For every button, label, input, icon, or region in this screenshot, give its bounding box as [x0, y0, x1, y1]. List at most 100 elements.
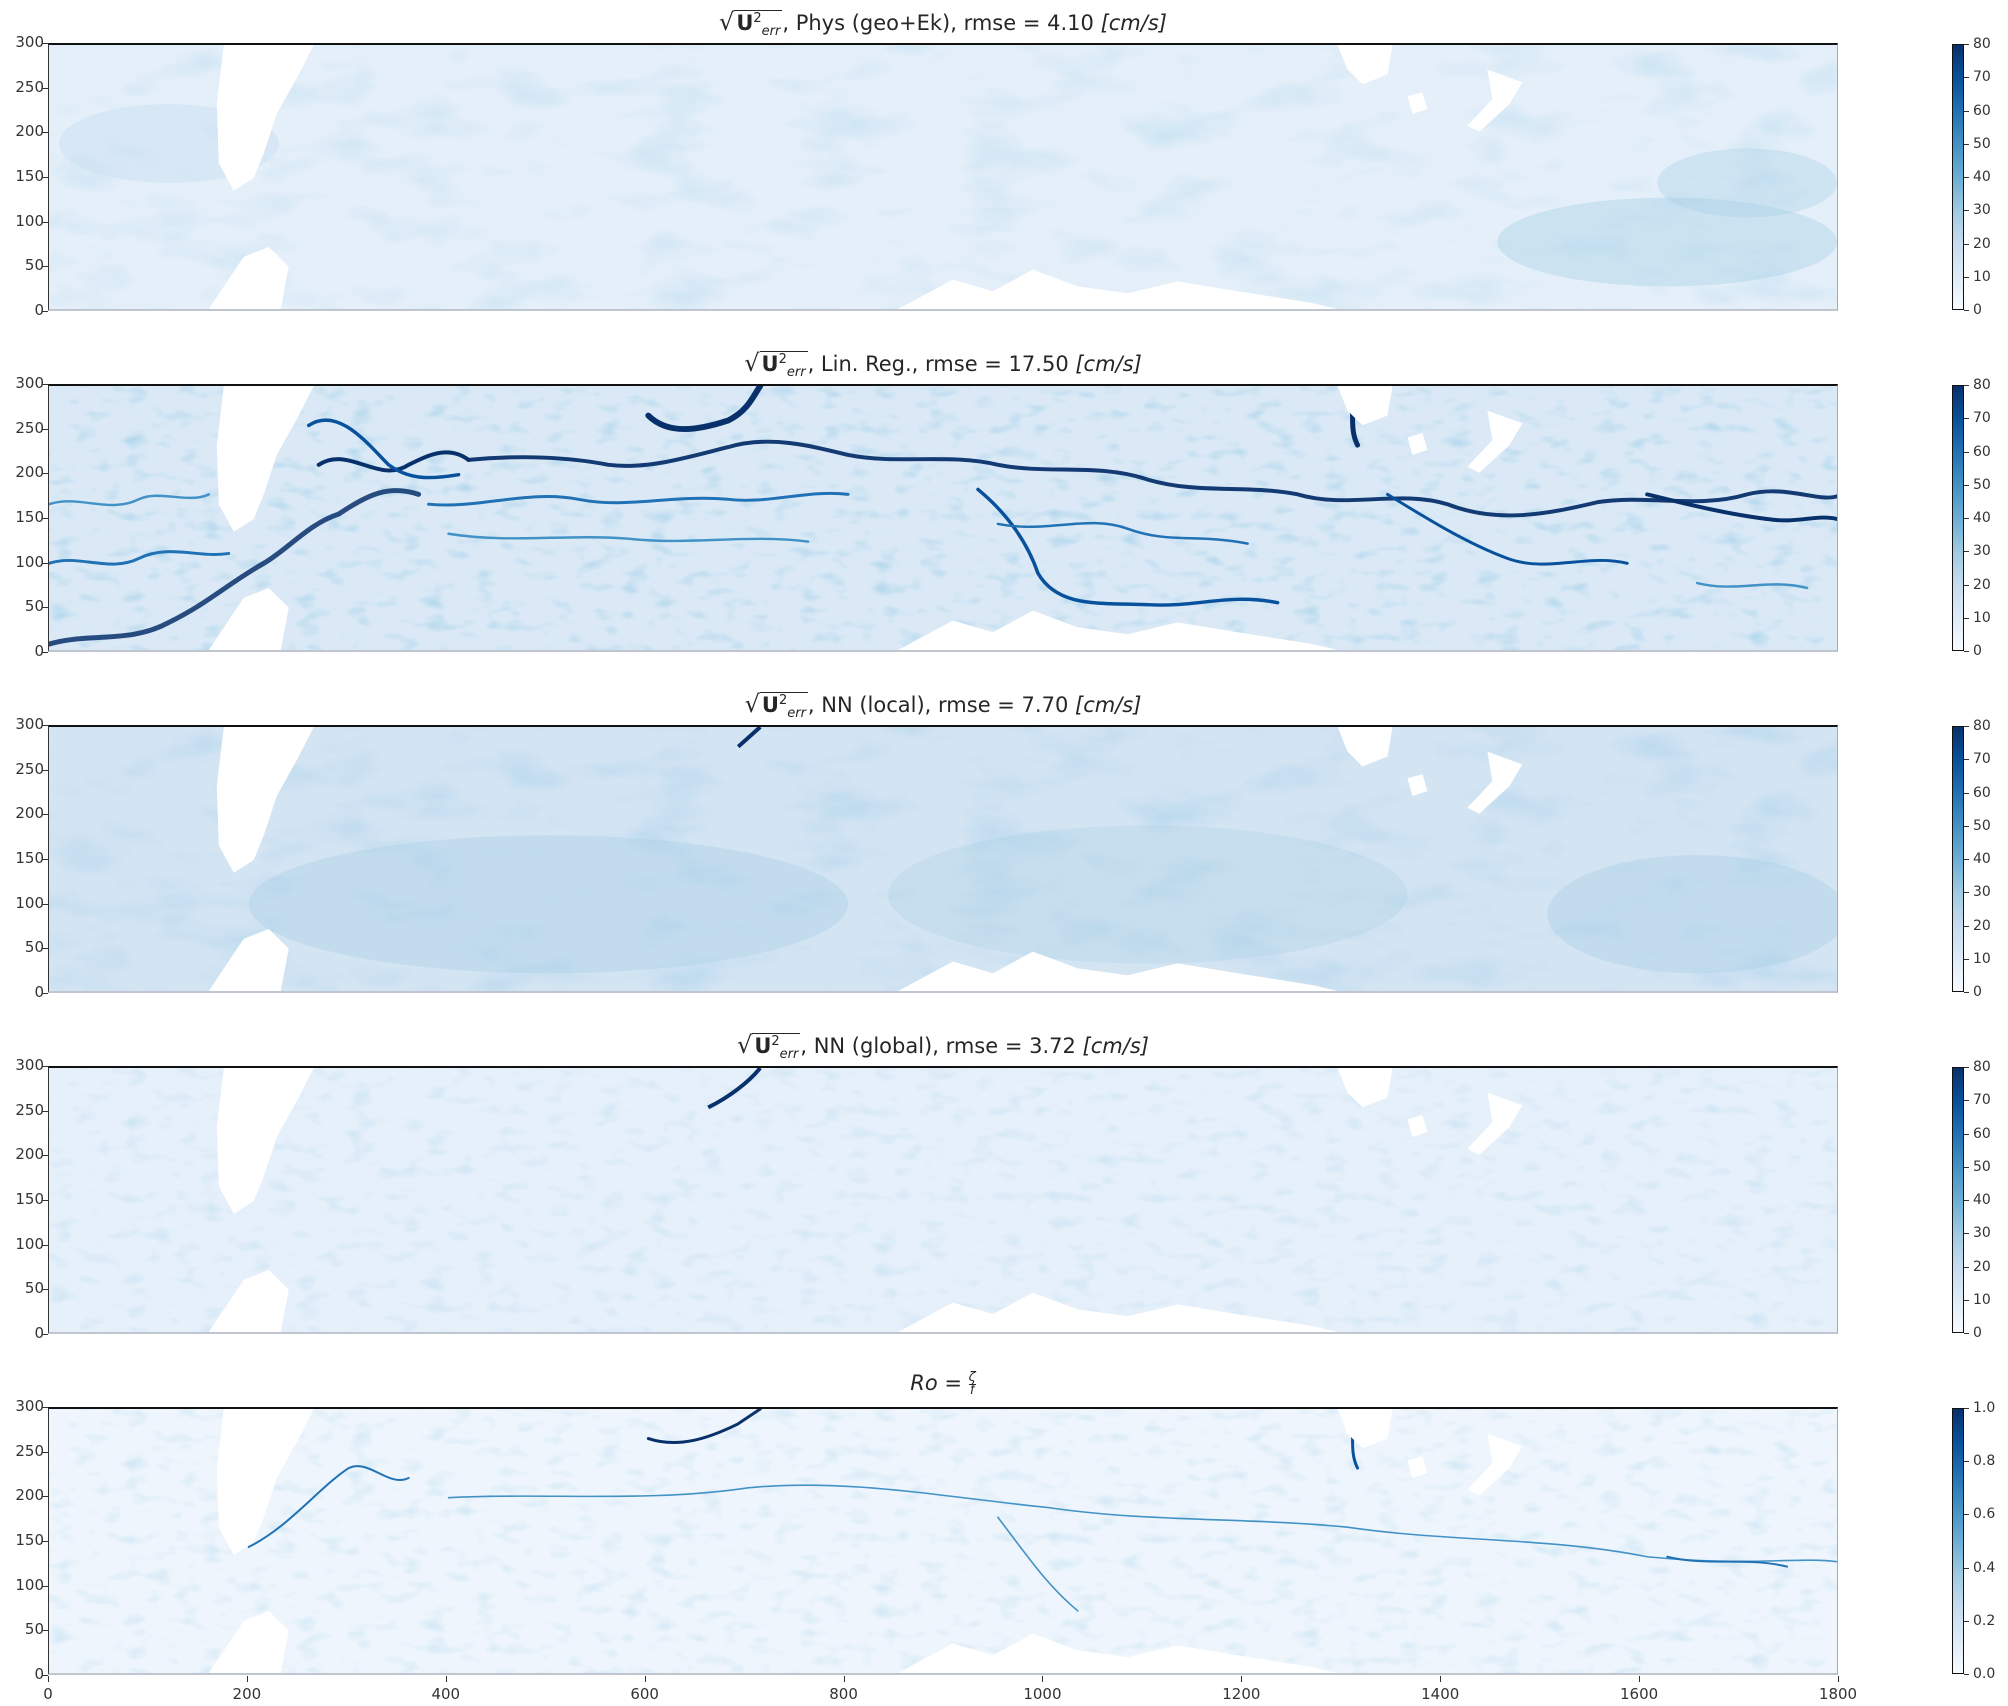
y-tick-mark: [42, 1200, 48, 1201]
colorbar-tick-label: 70: [1973, 751, 1991, 768]
colorbar-tick-label: 80: [1973, 718, 1991, 734]
colorbar-tick-mark: [1964, 143, 1969, 145]
x-tick-label: 400: [431, 1685, 461, 1703]
colorbar-tick-mark: [1964, 925, 1969, 927]
panel-title: √U2err, NN (local), rmse = 7.70 [cm/s]: [744, 690, 1142, 722]
colorbar-tick-mark: [1964, 451, 1969, 453]
colorbar-tick-mark: [1964, 651, 1969, 652]
colorbar-tick-label: 1.0: [1973, 1400, 1996, 1416]
colorbar-tick-label: 0.4: [1973, 1559, 1996, 1576]
colorbar-tick-mark: [1964, 385, 1969, 386]
colorbar-tick-mark: [1964, 1408, 1969, 1409]
y-tick-label: 200: [15, 1145, 44, 1164]
y-tick-label: 150: [15, 167, 44, 185]
y-tick-label: 0: [34, 1324, 44, 1342]
x-tick-mark: [445, 1676, 447, 1682]
colorbar-tick-label: 10: [1973, 268, 1991, 285]
y-tick-mark: [42, 1585, 48, 1587]
y-tick-mark: [42, 1289, 48, 1291]
heatmap-axes: [48, 1066, 1838, 1334]
y-tick-label: 100: [15, 1575, 44, 1594]
panel-phys: √U2err, Phys (geo+Ek), rmse = 4.10 [cm/s…: [0, 0, 2008, 341]
colorbar-tick-label: 80: [1973, 377, 1991, 393]
y-tick-label: 100: [15, 211, 44, 230]
y-tick-label: 100: [15, 1234, 44, 1253]
colorbar-tick-label: 60: [1973, 784, 1991, 801]
x-tick-mark: [246, 1676, 248, 1682]
colorbar-tick-mark: [1964, 859, 1969, 860]
colorbar-tick-mark: [1964, 177, 1969, 178]
y-tick-mark: [42, 177, 48, 178]
colorbar-tick-label: 50: [1973, 476, 1991, 493]
colorbar-tick-mark: [1964, 110, 1969, 112]
y-tick-mark: [42, 903, 48, 905]
colorbar: [1952, 1408, 1964, 1674]
y-tick-mark: [42, 1407, 48, 1408]
y-tick-mark: [42, 87, 48, 89]
colorbar-tick-label: 30: [1973, 884, 1991, 901]
colorbar-tick-mark: [1964, 1514, 1969, 1516]
x-tick-label: 1000: [1023, 1685, 1062, 1703]
colorbar-tick-label: 10: [1973, 950, 1991, 967]
x-tick-label: 600: [630, 1685, 659, 1703]
y-tick-label: 50: [24, 1279, 44, 1298]
colorbar-tick-label: 60: [1973, 1125, 1991, 1142]
colorbar-tick-mark: [1964, 958, 1969, 960]
colorbar-tick-label: 50: [1973, 135, 1991, 152]
heatmap-axes: [48, 384, 1838, 652]
heatmap-axes: [48, 43, 1838, 311]
colorbar-tick-mark: [1964, 44, 1969, 45]
panel-nn-local: √U2err, NN (local), rmse = 7.70 [cm/s]: [0, 682, 2008, 1023]
x-tick-label: 1800: [1818, 1685, 1858, 1703]
colorbar-tick-mark: [1964, 276, 1969, 278]
colorbar: [1952, 44, 1964, 310]
colorbar-tick-mark: [1964, 1674, 1969, 1675]
x-tick-label: 1400: [1421, 1685, 1460, 1703]
y-tick-label: 0: [34, 983, 44, 1001]
colorbar-tick-label: 30: [1973, 543, 1991, 560]
colorbar-tick-mark: [1964, 584, 1969, 586]
panel-title: √U2err, Phys (geo+Ek), rmse = 4.10 [cm/s…: [719, 8, 1167, 40]
x-tick-mark: [1838, 1676, 1839, 1682]
y-tick-mark: [42, 725, 48, 726]
y-tick-label: 0: [34, 1665, 44, 1683]
y-tick-mark: [42, 1496, 48, 1498]
colorbar-tick-mark: [1964, 1067, 1969, 1068]
colorbar-tick-label: 10: [1973, 609, 1991, 626]
colorbar-tick-mark: [1964, 77, 1969, 79]
y-tick-label: 150: [15, 849, 44, 867]
colorbar-tick-label: 70: [1973, 69, 1991, 86]
colorbar-tick-label: 0: [1973, 302, 1982, 318]
colorbar-tick-label: 30: [1973, 202, 1991, 219]
y-tick-mark: [42, 1155, 48, 1157]
colorbar-tick-label: 50: [1973, 1158, 1991, 1175]
colorbar-tick-mark: [1964, 1200, 1969, 1201]
x-tick-label: 1200: [1222, 1685, 1261, 1703]
y-tick-label: 300: [15, 1056, 44, 1074]
x-tick-mark: [1241, 1676, 1243, 1682]
colorbar-tick-label: 0: [1973, 643, 1982, 659]
y-tick-label: 0: [34, 301, 44, 319]
x-tick-label: 200: [232, 1685, 262, 1703]
colorbar-tick-label: 20: [1973, 576, 1991, 593]
colorbar-tick-mark: [1964, 1166, 1969, 1168]
y-tick-mark: [42, 652, 48, 653]
colorbar-tick-label: 0.2: [1973, 1612, 1996, 1629]
colorbar-tick-mark: [1964, 1620, 1969, 1622]
colorbar-tick-mark: [1964, 1567, 1969, 1569]
sqrt-symbol: √: [737, 1031, 753, 1059]
colorbar-tick-mark: [1964, 1333, 1969, 1334]
y-tick-label: 250: [15, 1100, 44, 1119]
colorbar-tick-label: 60: [1973, 443, 1991, 460]
colorbar-tick-label: 0.8: [1973, 1453, 1996, 1470]
colorbar-tick-mark: [1964, 551, 1969, 553]
x-tick-label: 0: [43, 1685, 53, 1703]
x-tick-mark: [644, 1676, 646, 1682]
heatmap-image: [49, 1409, 1837, 1673]
y-tick-mark: [42, 859, 48, 860]
y-tick-mark: [42, 518, 48, 519]
colorbar-tick-label: 50: [1973, 817, 1991, 834]
y-tick-label: 300: [15, 33, 44, 51]
y-tick-mark: [42, 1630, 48, 1632]
x-tick-mark: [843, 1676, 845, 1682]
